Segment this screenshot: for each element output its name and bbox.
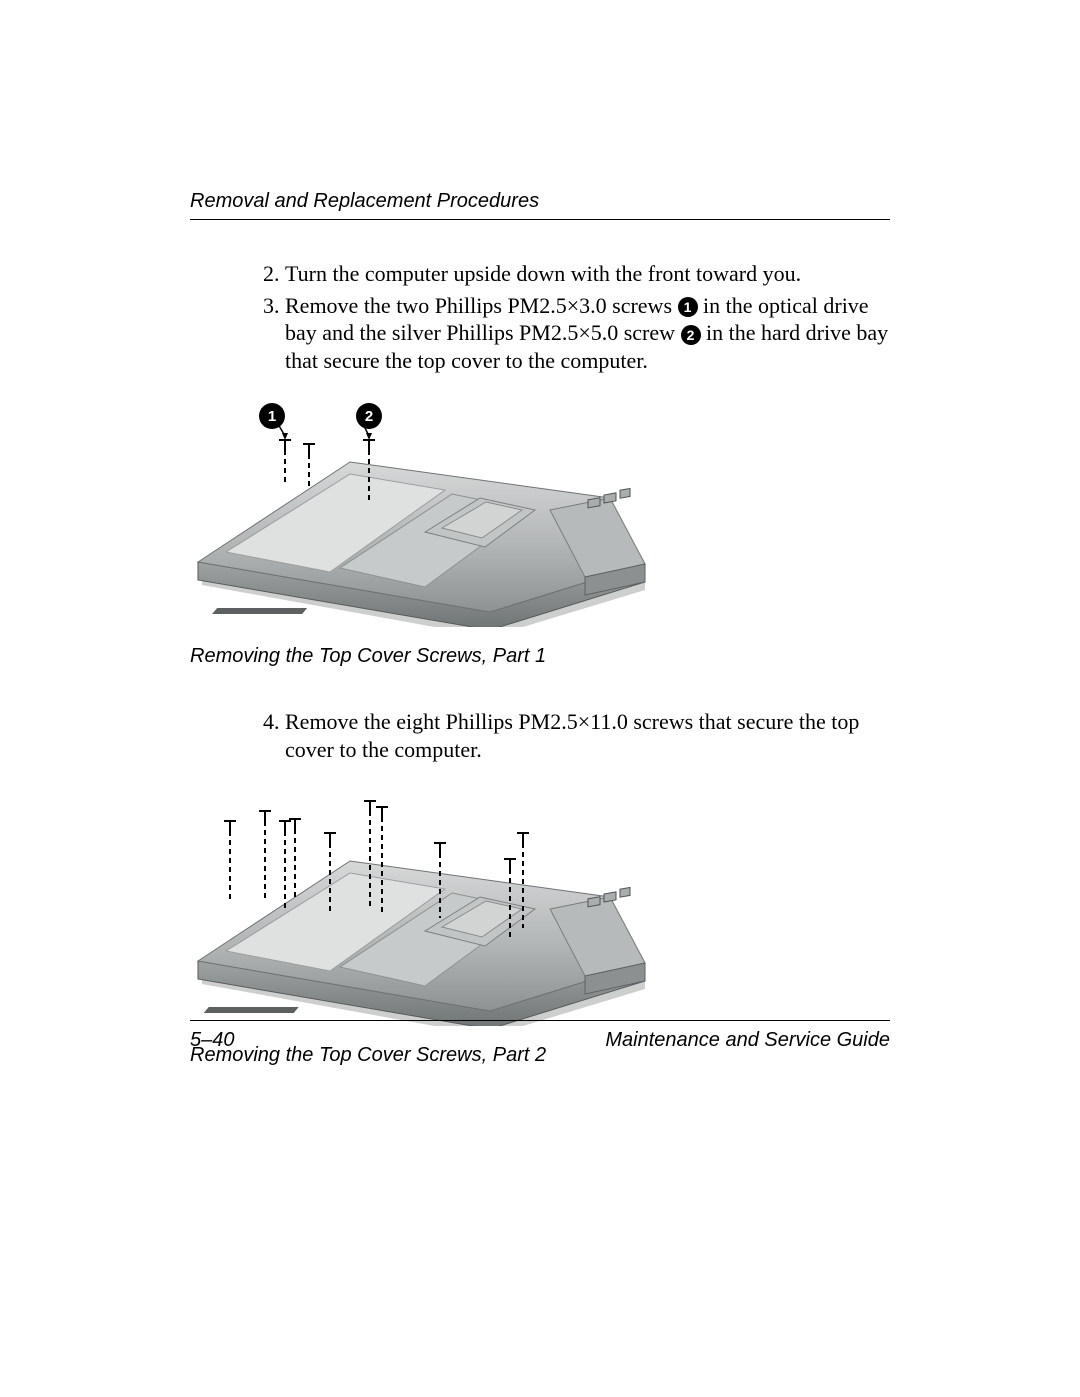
step-4: Remove the eight Phillips PM2.5×11.0 scr… (285, 708, 890, 763)
figure-2-svg (190, 791, 650, 1026)
header-rule (190, 219, 890, 220)
step-3-text-a: Remove the two Phillips PM2.5×3.0 screws (285, 293, 678, 318)
figure-1: 12 (190, 402, 890, 627)
figure-2 (190, 791, 890, 1026)
step-3: Remove the two Phillips PM2.5×3.0 screws… (285, 292, 890, 375)
figure-1-caption: Removing the Top Cover Screws, Part 1 (190, 645, 890, 668)
figure-1-svg: 12 (190, 402, 650, 627)
running-header: Removal and Replacement Procedures (190, 190, 890, 213)
callout-badge-1: 1 (678, 297, 698, 317)
procedure-steps-part2: Remove the eight Phillips PM2.5×11.0 scr… (285, 708, 890, 763)
svg-text:2: 2 (365, 408, 373, 425)
callout-badge-2: 2 (681, 325, 701, 345)
page-number: 5–40 (190, 1029, 235, 1052)
step-2: Turn the computer upside down with the f… (285, 260, 890, 288)
procedure-steps-part1: Turn the computer upside down with the f… (285, 260, 890, 374)
guide-title: Maintenance and Service Guide (605, 1029, 890, 1052)
footer-rule (190, 1020, 890, 1021)
svg-text:1: 1 (268, 408, 276, 425)
page-footer: 5–40 Maintenance and Service Guide (190, 1020, 890, 1052)
document-page: Removal and Replacement Procedures Turn … (0, 0, 1080, 1397)
